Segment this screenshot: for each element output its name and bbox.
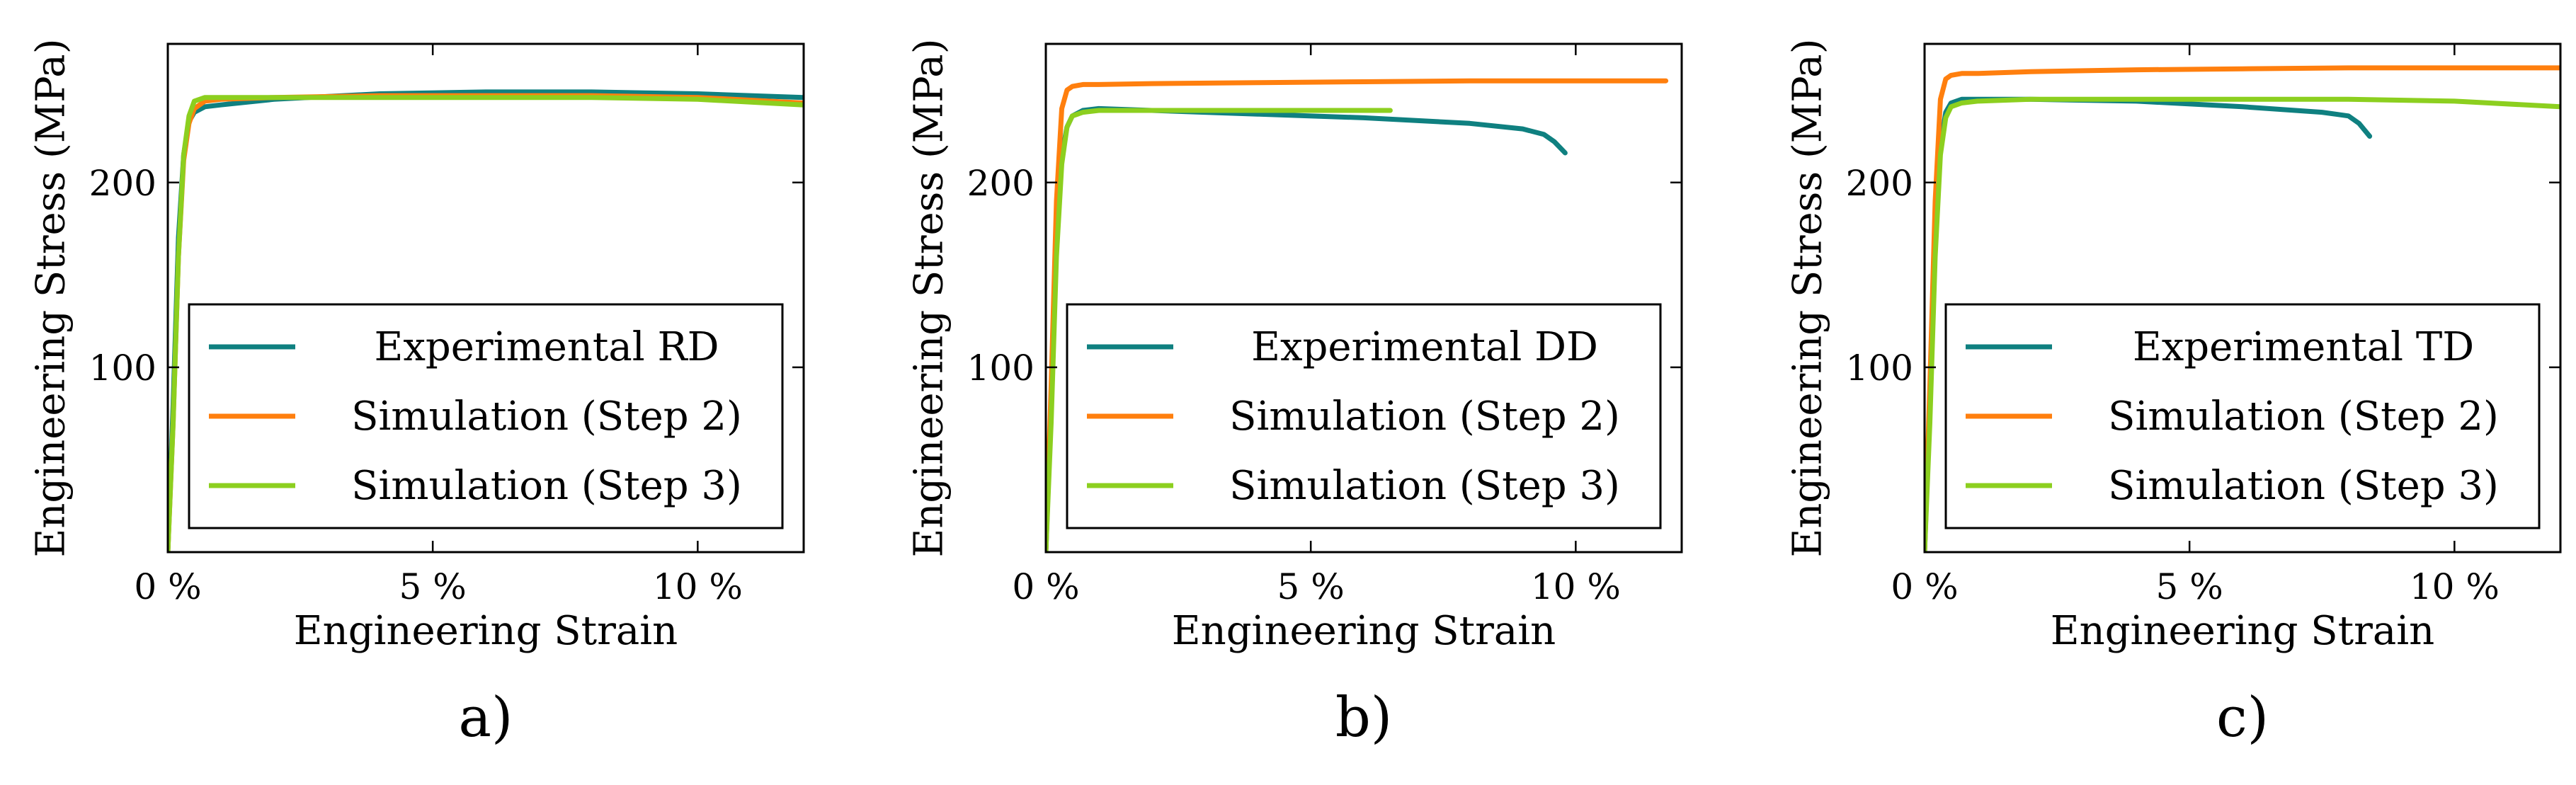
- x-tick-label: 0 %: [1891, 566, 1958, 607]
- x-axis-label: Engineering Strain: [1172, 608, 1556, 654]
- chart-panel-2: 0 % 5 % 10 % 100 200 Engineering Strain Engine…: [906, 38, 1683, 750]
- legend-entry: Simulation (Step 3): [2108, 463, 2499, 509]
- legend: Experimental RD Simulation (Step 2) Simula…: [188, 303, 784, 529]
- legend-entry: Simulation (Step 3): [1229, 463, 1620, 509]
- series-line-2: [1925, 65, 2560, 552]
- legend: Experimental TD Simulation (Step 2) Simula…: [1944, 303, 2541, 529]
- y-axis-label: Engineering Stress (MPa): [1785, 38, 1831, 557]
- y-axis-label: Engineering Stress (MPa): [906, 38, 952, 557]
- y-tick-label: 100: [89, 348, 156, 389]
- legend-entry: Simulation (Step 2): [2108, 394, 2499, 440]
- legend-entry: Experimental TD: [2133, 324, 2474, 370]
- legend-entry: Simulation (Step 3): [351, 463, 742, 509]
- x-axis-label: Engineering Strain: [2051, 608, 2434, 654]
- y-axis-label: Engineering Stress (MPa): [28, 38, 74, 557]
- x-tick-label: 5 %: [2156, 566, 2223, 607]
- x-tick-label: 10 %: [653, 566, 743, 607]
- y-tick-label: 100: [967, 348, 1035, 389]
- axes-frame: [166, 42, 805, 554]
- series-line-3: [1046, 108, 1393, 552]
- chart-panel-3: 0 % 5 % 10 % 100 200 Engineering Strain Engine…: [1785, 38, 2562, 750]
- legend-entry: Experimental RD: [374, 324, 719, 370]
- legend-entry: Experimental DD: [1251, 324, 1598, 370]
- x-tick-label: 0 %: [134, 566, 201, 607]
- x-tick-label: 5 %: [1277, 566, 1345, 607]
- panel-label: a): [459, 686, 513, 750]
- x-tick-label: 10 %: [2410, 566, 2500, 607]
- x-tick-label: 5 %: [399, 566, 467, 607]
- x-tick-label: 0 %: [1012, 566, 1079, 607]
- axes-frame: [1923, 42, 2562, 554]
- y-tick-label: 200: [967, 163, 1035, 204]
- y-tick-label: 200: [1846, 163, 1913, 204]
- y-tick-label: 200: [89, 163, 156, 204]
- series-line-3: [1925, 96, 2560, 552]
- series-line-3: [168, 95, 804, 552]
- series-line-2: [1046, 78, 1669, 552]
- panel-label: b): [1335, 686, 1392, 750]
- chart-panel-1: 0 % 5 % 10 % 100 200 Engineering Strain Engine…: [28, 38, 805, 750]
- legend: Experimental DD Simulation (Step 2) Simula…: [1066, 303, 1662, 529]
- x-axis-label: Engineering Strain: [294, 608, 678, 654]
- axes-frame: [1044, 42, 1683, 554]
- legend-entry: Simulation (Step 2): [351, 394, 742, 440]
- x-tick-label: 10 %: [1531, 566, 1621, 607]
- y-tick-label: 100: [1846, 348, 1913, 389]
- legend-entry: Simulation (Step 2): [1229, 394, 1620, 440]
- panel-label: c): [2216, 686, 2269, 750]
